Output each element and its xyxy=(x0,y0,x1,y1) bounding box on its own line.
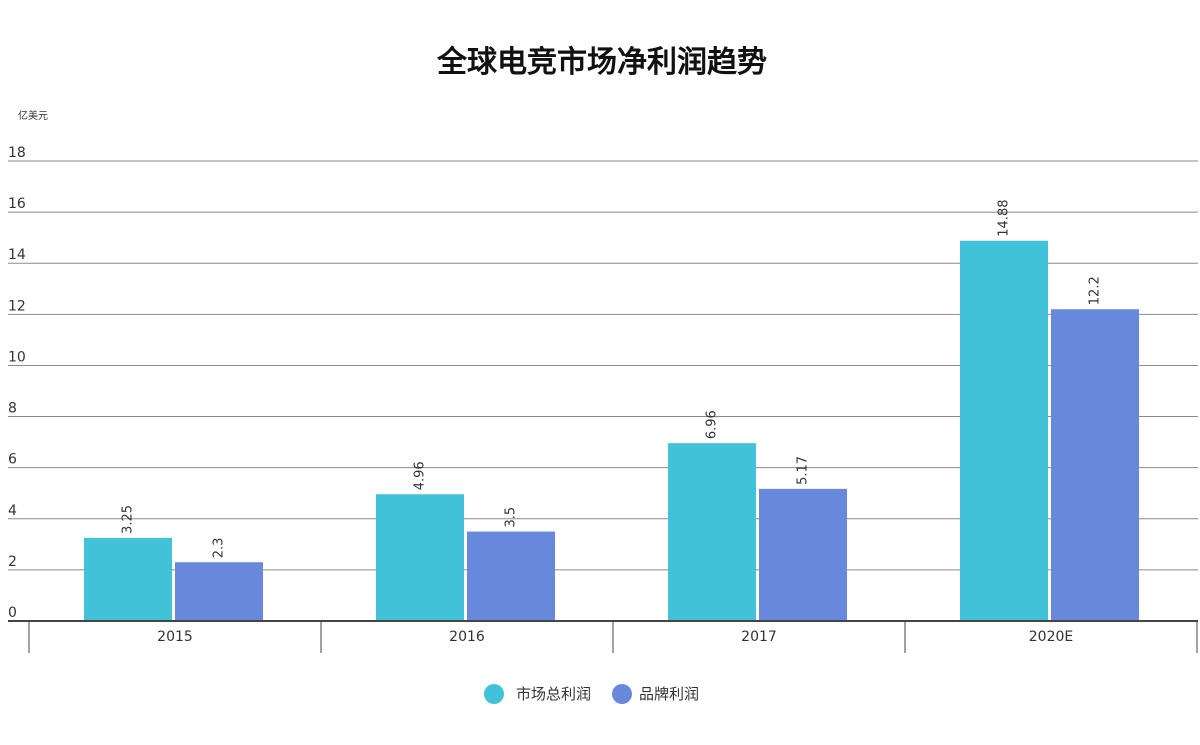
bar xyxy=(376,494,464,621)
legend-marker xyxy=(612,684,632,704)
y-tick-label: 18 xyxy=(8,145,26,161)
data-label: 12.2 xyxy=(1088,276,1103,305)
y-tick-label: 10 xyxy=(8,349,26,365)
y-tick-label: 2 xyxy=(8,554,17,570)
bars: 3.25 2.3 4.96 3.5 6.96 5.17 14.88 12.2 xyxy=(84,200,1139,621)
bar xyxy=(84,537,172,621)
bar xyxy=(1051,309,1139,621)
x-tick-label: 2015 xyxy=(157,629,193,645)
y-tick-label: 14 xyxy=(8,247,26,263)
bar xyxy=(467,531,555,621)
y-tick-label: 0 xyxy=(8,605,17,621)
y-tick-label: 4 xyxy=(8,503,17,519)
data-label: 6.96 xyxy=(705,410,720,439)
x-axis: 2015 2016 2017 2020E xyxy=(8,620,1198,653)
bar xyxy=(759,488,847,621)
y-tick-label: 16 xyxy=(8,196,26,212)
bar xyxy=(960,240,1048,621)
legend-label: 品牌利润 xyxy=(639,685,699,703)
data-label: 5.17 xyxy=(796,456,811,485)
y-axis-unit-label: 亿美元 xyxy=(18,109,48,122)
bar xyxy=(668,443,756,621)
chart-title: 全球电竞市场净利润趋势 xyxy=(436,45,767,80)
y-tick-label: 6 xyxy=(8,452,17,468)
x-tick-label: 2016 xyxy=(449,629,485,645)
data-label: 2.3 xyxy=(212,538,227,559)
legend-label: 市场总利润 xyxy=(516,685,591,703)
x-tick-label: 2020E xyxy=(1029,629,1073,645)
data-label: 4.96 xyxy=(413,461,428,490)
y-tick-label: 8 xyxy=(8,401,17,417)
bar xyxy=(175,562,263,621)
legend: 市场总利润 品牌利润 xyxy=(484,684,699,704)
data-label: 3.25 xyxy=(121,505,136,534)
y-axis-ticks: 0 2 4 6 8 10 12 14 16 18 xyxy=(8,145,26,621)
data-label: 3.5 xyxy=(504,507,519,528)
x-tick-label: 2017 xyxy=(741,629,777,645)
legend-marker xyxy=(484,684,504,704)
gridlines xyxy=(8,160,1198,571)
data-label: 14.88 xyxy=(997,200,1012,237)
y-tick-label: 12 xyxy=(8,298,26,314)
